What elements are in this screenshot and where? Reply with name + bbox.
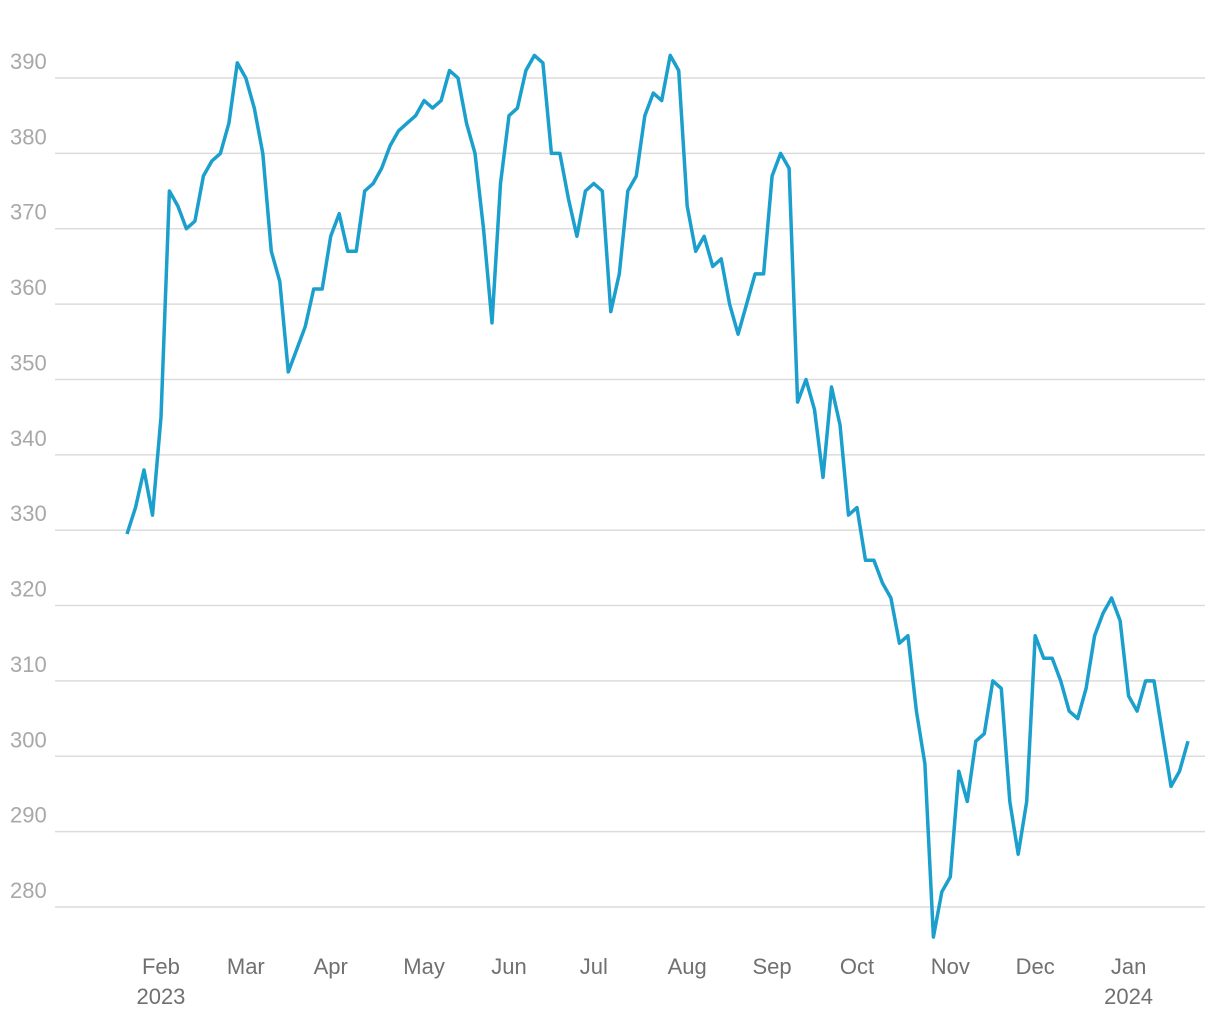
y-tick-label: 390 — [10, 49, 47, 74]
line — [125, 53, 1190, 939]
y-tick-label: 300 — [10, 727, 47, 752]
y-tick-label: 280 — [10, 878, 47, 903]
x-tick-label: Dec — [1016, 954, 1055, 979]
y-tick-label: 350 — [10, 350, 47, 375]
y-tick-label: 330 — [10, 501, 47, 526]
y-tick-label: 360 — [10, 275, 47, 300]
x-tick-label: Oct — [840, 954, 874, 979]
x-tick-label: Aug — [668, 954, 707, 979]
x-tick-label: Nov — [931, 954, 970, 979]
y-tick-label: 320 — [10, 577, 47, 602]
x-tick-label: Jun — [491, 954, 526, 979]
y-tick-label: 370 — [10, 200, 47, 225]
x-year-label: 2023 — [136, 984, 185, 1009]
x-tick-label: Sep — [753, 954, 792, 979]
y-tick-label: 310 — [10, 652, 47, 677]
y-tick-label: 380 — [10, 124, 47, 149]
x-tick-label: Feb — [142, 954, 180, 979]
x-tick-label: Mar — [227, 954, 265, 979]
x-tick-label: May — [403, 954, 445, 979]
x-tick-label: Apr — [314, 954, 348, 979]
y-tick-label: 340 — [10, 426, 47, 451]
y-tick-label: 290 — [10, 803, 47, 828]
x-tick-label: Jul — [580, 954, 608, 979]
x-year-label: 2024 — [1104, 984, 1153, 1009]
x-tick-label: Jan — [1111, 954, 1146, 979]
